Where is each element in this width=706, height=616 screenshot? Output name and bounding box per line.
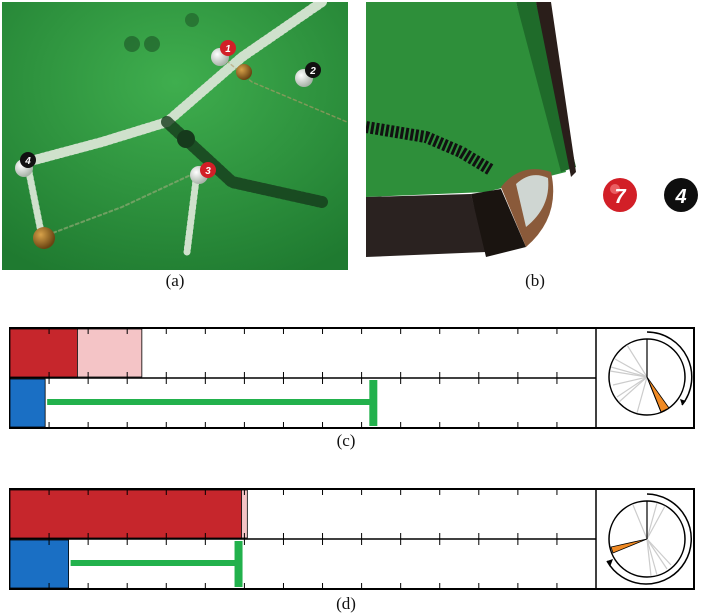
figure-d-bar-diagram — [9, 488, 695, 590]
red-bar — [9, 328, 78, 378]
green-marker — [234, 541, 243, 587]
figure-c-bar-diagram — [9, 327, 695, 429]
caption-c: (c) — [336, 431, 356, 450]
caption-b: (b) — [525, 271, 545, 290]
spin-gauge — [608, 331, 693, 416]
ticks — [48, 328, 558, 428]
ball-7-icon: 7 — [603, 178, 637, 212]
svg-text:4: 4 — [674, 186, 686, 208]
ticks — [48, 489, 558, 589]
black-ball-icon — [177, 130, 195, 148]
ball-4-icon: 4 — [664, 178, 698, 212]
caption-d: (d) — [336, 594, 356, 613]
ball-2-icon: 2 — [295, 62, 321, 87]
brown-ball-icon — [236, 64, 252, 80]
figure-a-table-trails: 1 2 3 4 — [2, 2, 348, 270]
caption-a: (a) — [165, 271, 185, 290]
svg-text:2: 2 — [309, 66, 316, 77]
green-marker — [369, 380, 378, 426]
red-bar — [9, 489, 242, 539]
blue-bar — [9, 539, 69, 589]
orange-wedge — [610, 538, 648, 554]
svg-text:7: 7 — [614, 186, 626, 208]
ball-4-icon: 4 — [15, 152, 36, 177]
green-line — [70, 560, 239, 566]
ball-3-icon: 3 — [190, 162, 216, 184]
figure-b-pocket: 7 4 — [366, 2, 706, 270]
svg-text:3: 3 — [205, 166, 211, 177]
blue-bar — [9, 378, 46, 428]
brown-ball-icon — [33, 227, 55, 249]
svg-text:4: 4 — [24, 156, 31, 167]
ball-1-icon: 1 — [211, 40, 236, 66]
svg-text:1: 1 — [225, 44, 231, 55]
green-line — [47, 399, 374, 405]
spin-gauge — [606, 493, 692, 585]
